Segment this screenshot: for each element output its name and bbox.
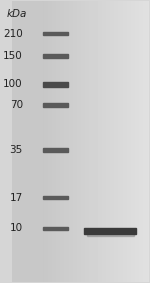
Bar bbox=[87, 233, 134, 236]
Bar bbox=[43, 82, 68, 87]
Bar bbox=[43, 148, 68, 152]
Bar bbox=[43, 227, 68, 230]
Text: 100: 100 bbox=[3, 79, 23, 89]
Text: 35: 35 bbox=[10, 145, 23, 155]
Text: kDa: kDa bbox=[7, 9, 27, 19]
Bar bbox=[43, 32, 68, 35]
Text: 210: 210 bbox=[3, 29, 23, 38]
Bar bbox=[43, 196, 68, 199]
Bar bbox=[43, 103, 68, 107]
Text: 150: 150 bbox=[3, 51, 23, 61]
Bar bbox=[12, 1, 42, 282]
Text: 10: 10 bbox=[10, 223, 23, 233]
Text: 70: 70 bbox=[10, 100, 23, 110]
Text: 17: 17 bbox=[10, 192, 23, 203]
Bar bbox=[43, 54, 68, 58]
Bar bbox=[84, 228, 136, 234]
